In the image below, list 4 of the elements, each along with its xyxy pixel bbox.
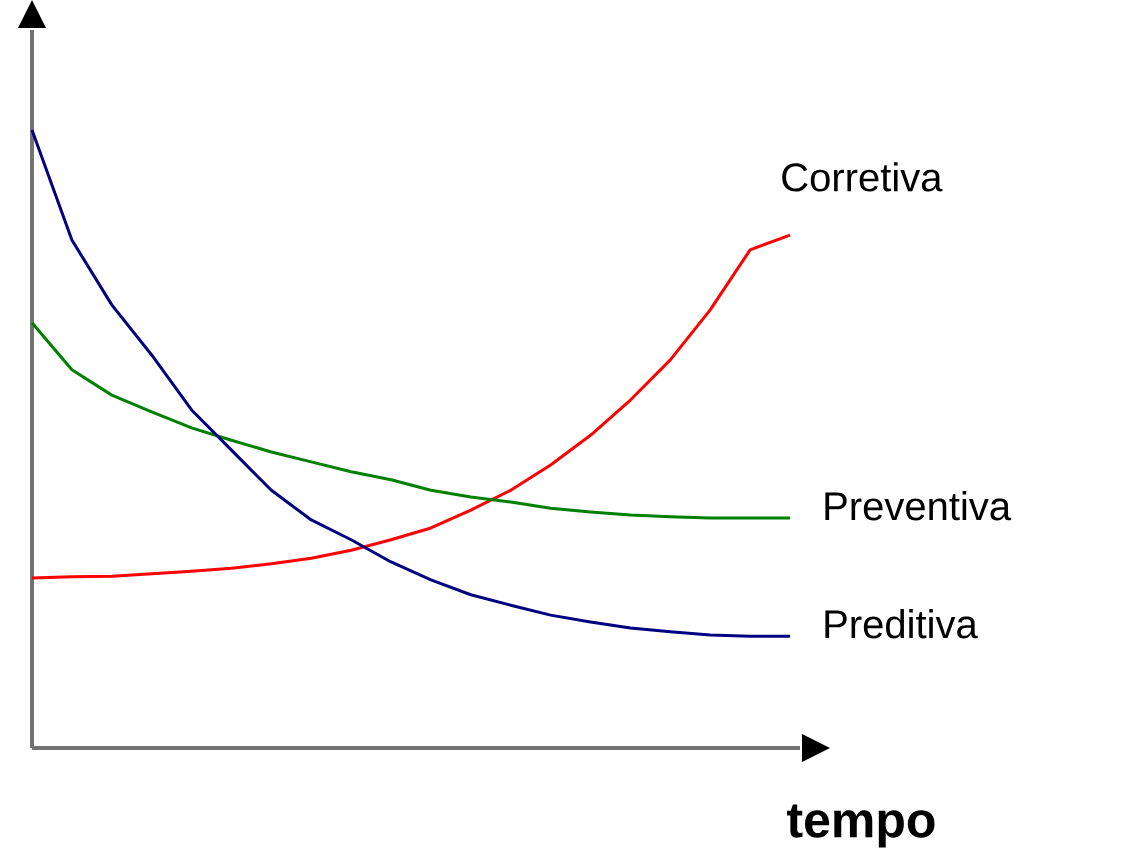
series-label: Preventiva	[825, 491, 1012, 521]
series-label: Corretiva	[782, 162, 943, 192]
series-label: Preditiva	[825, 609, 978, 639]
x-axis-title: tempo	[787, 804, 935, 848]
